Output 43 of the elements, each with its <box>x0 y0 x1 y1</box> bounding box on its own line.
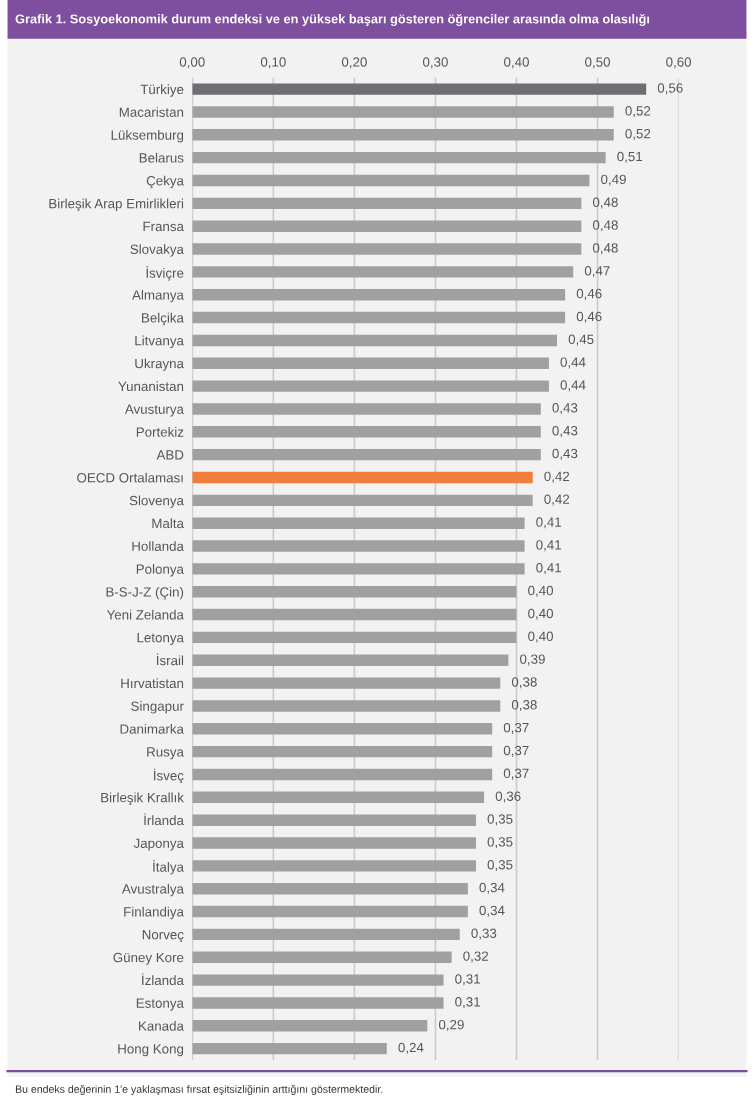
bar <box>192 677 501 689</box>
bar <box>192 723 493 735</box>
bar <box>192 608 517 621</box>
bar <box>192 1020 428 1032</box>
bar <box>192 334 558 347</box>
bar <box>192 289 566 301</box>
bar <box>192 426 541 438</box>
bar <box>192 448 541 461</box>
bar <box>192 494 533 507</box>
bar <box>192 586 517 598</box>
bar <box>192 837 476 849</box>
bar <box>192 220 582 232</box>
bar <box>192 540 525 552</box>
bar <box>192 700 501 712</box>
bar <box>192 951 452 963</box>
bar <box>192 471 533 484</box>
bar <box>192 1042 387 1055</box>
bar <box>192 517 525 529</box>
bar <box>192 83 647 95</box>
bar <box>192 997 444 1009</box>
bar <box>192 311 566 324</box>
bar <box>192 380 549 392</box>
bar <box>192 654 509 666</box>
bar <box>192 928 460 941</box>
bar <box>192 791 485 804</box>
bar <box>192 883 468 895</box>
bar <box>192 174 590 187</box>
bar <box>192 905 468 918</box>
bar <box>192 243 582 255</box>
bar <box>192 106 614 118</box>
bar <box>192 814 476 826</box>
bar <box>192 631 517 644</box>
bar <box>192 403 541 415</box>
bar <box>192 974 444 986</box>
bar <box>192 266 574 278</box>
bar <box>192 197 582 210</box>
bar <box>192 860 476 872</box>
bar <box>192 151 606 164</box>
bar <box>192 357 549 369</box>
bar <box>192 745 493 758</box>
bar <box>192 768 493 781</box>
bar <box>192 563 525 575</box>
bar <box>192 129 614 141</box>
